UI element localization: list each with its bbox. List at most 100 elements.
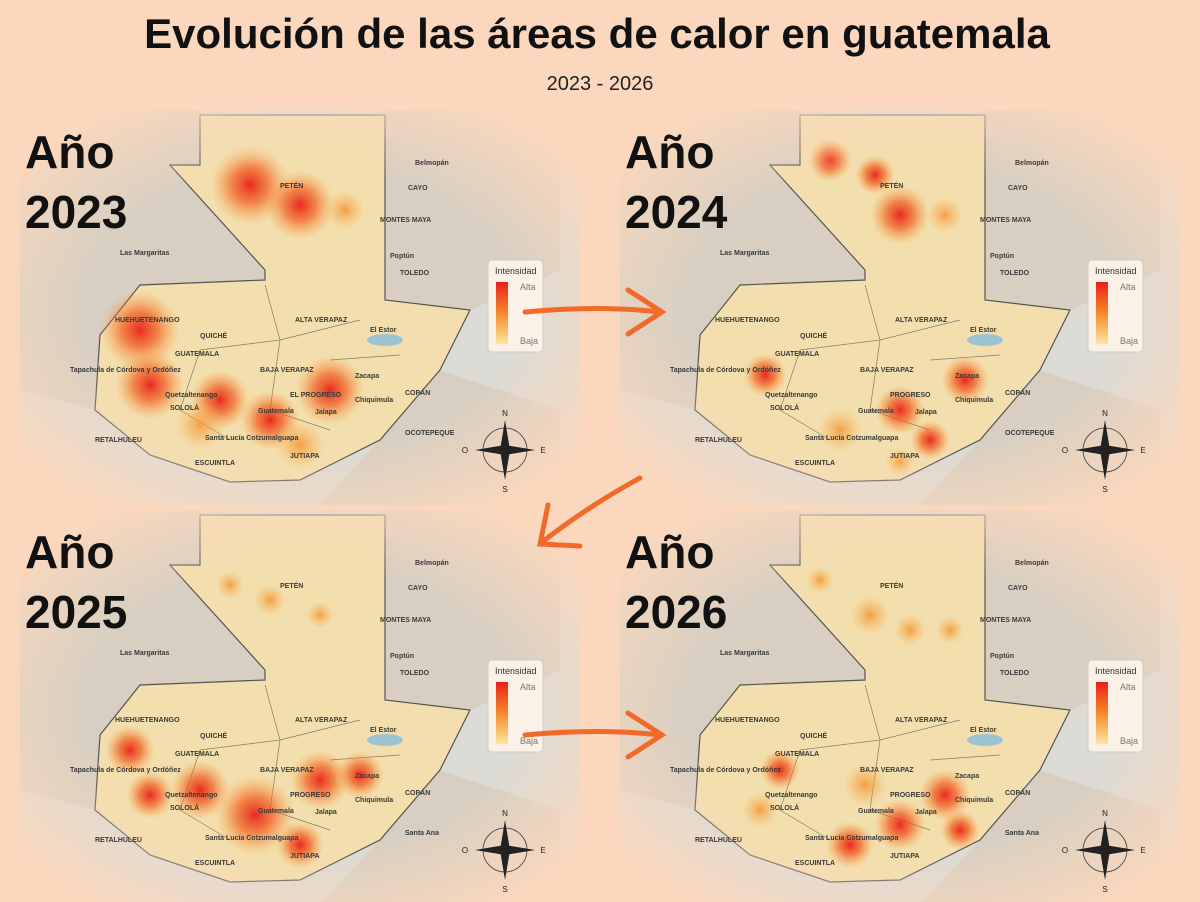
legend-high: Alta — [1120, 282, 1136, 292]
place-label: HUEHUETENANGO — [115, 717, 180, 724]
map-panel: PETÉN Belmopán CAYO MONTES MAYA Poptún TOLEDO… — [0, 110, 600, 510]
place-label: PROGRESO — [890, 392, 931, 399]
place-label: PROGRESO — [290, 792, 331, 799]
place-label: Poptún — [990, 253, 1014, 260]
place-label: BAJA VERAPAZ — [260, 367, 314, 374]
place-label: QUICHÉ — [200, 331, 228, 340]
legend-scale — [496, 282, 508, 344]
place-label: Zacapa — [355, 773, 379, 780]
arrow — [522, 287, 667, 337]
place-label: HUEHUETENANGO — [715, 317, 780, 324]
place-label: ALTA VERAPAZ — [895, 717, 948, 724]
map-panel: PETÉN Belmopán CAYO MONTES MAYA Poptún TOLEDO… — [0, 510, 600, 902]
place-label: TOLEDO — [1000, 670, 1030, 677]
place-label: ESCUINTLA — [795, 860, 835, 867]
legend-low: Baja — [1120, 736, 1138, 746]
place-label: Jalapa — [915, 809, 937, 816]
place-label: GUATEMALA — [175, 351, 219, 358]
place-label: RETALHULEU — [95, 837, 142, 844]
place-label: Jalapa — [315, 409, 337, 416]
year-word: Año — [625, 126, 714, 178]
place-label: BAJA VERAPAZ — [260, 767, 314, 774]
place-label: Guatemala — [858, 808, 894, 815]
place-label: SOLOLÁ — [770, 803, 799, 812]
place-label: TOLEDO — [400, 670, 430, 677]
place-label: Poptún — [390, 253, 414, 260]
place-label: Quetzaltenango — [765, 792, 818, 799]
place-label: Las Margaritas — [120, 650, 170, 657]
place-label: Zacapa — [955, 373, 979, 380]
place-label: PETÉN — [880, 581, 903, 590]
place-label: ALTA VERAPAZ — [895, 317, 948, 324]
compass-o: O — [1062, 846, 1068, 855]
place-label: Jalapa — [315, 809, 337, 816]
place-label: TOLEDO — [400, 270, 430, 277]
place-label: ALTA VERAPAZ — [295, 317, 348, 324]
place-label: Poptún — [390, 653, 414, 660]
place-label: MONTES MAYA — [380, 217, 431, 224]
legend-low: Baja — [1120, 336, 1138, 346]
legend-title: Intensidad — [1095, 266, 1137, 276]
legend-title: Intensidad — [495, 266, 537, 276]
place-label: El Estor — [370, 327, 397, 334]
place-label: Belmopán — [415, 160, 449, 167]
place-label: CAYO — [1008, 185, 1028, 192]
place-label: OCOTEPEQUE — [1005, 430, 1055, 437]
compass-e: E — [540, 446, 545, 455]
place-label: Guatemala — [258, 408, 294, 415]
year: 2023 — [25, 186, 127, 238]
place-label: Chiquimula — [355, 397, 393, 404]
place-label: COPÁN — [405, 788, 430, 797]
place-label: JUTIAPA — [890, 453, 919, 460]
arrow — [522, 710, 667, 760]
place-label: El Estor — [970, 727, 997, 734]
place-label: Santa Ana — [1005, 830, 1039, 837]
place-label: Santa Ana — [405, 830, 439, 837]
place-label: GUATEMALA — [775, 351, 819, 358]
place-label: BAJA VERAPAZ — [860, 367, 914, 374]
compass-s: S — [502, 885, 507, 894]
place-label: EL PROGRESO — [290, 392, 342, 399]
place-label: Tapachula de Córdova y Ordóñez — [670, 767, 781, 774]
compass-star — [1075, 820, 1135, 880]
place-label: PETÉN — [280, 581, 303, 590]
arrows — [522, 287, 667, 760]
place-label: PROGRESO — [890, 792, 931, 799]
panels: PETÉN Belmopán CAYO MONTES MAYA Poptún TOLEDO… — [0, 110, 1200, 902]
place-label: El Estor — [970, 327, 997, 334]
year: 2026 — [625, 586, 727, 638]
place-label: COPÁN — [1005, 388, 1030, 397]
place-label: Tapachula de Córdova y Ordóñez — [70, 767, 181, 774]
compass-s: S — [1102, 885, 1107, 894]
place-label: JUTIAPA — [890, 853, 919, 860]
place-label: Santa Lucía Cotzumalguapa — [205, 435, 298, 442]
place-label: Zacapa — [955, 773, 979, 780]
legend-scale — [1096, 282, 1108, 344]
place-label: ESCUINTLA — [195, 860, 235, 867]
legend-title: Intensidad — [495, 666, 537, 676]
place-label: ESCUINTLA — [195, 460, 235, 467]
compass-star — [1075, 420, 1135, 480]
compass-s: S — [502, 485, 507, 494]
place-label: Poptún — [990, 653, 1014, 660]
place-label: QUICHÉ — [800, 731, 828, 740]
place-label: TOLEDO — [1000, 270, 1030, 277]
place-label: Santa Lucía Cotzumalguapa — [805, 835, 898, 842]
place-label: COPÁN — [405, 388, 430, 397]
legend-scale — [496, 682, 508, 744]
compass-star — [475, 820, 535, 880]
place-label: Chiquimula — [355, 797, 393, 804]
place-label: Las Margaritas — [720, 250, 770, 257]
place-label: OCOTEPEQUE — [405, 430, 455, 437]
place-label: GUATEMALA — [175, 751, 219, 758]
place-label: COPÁN — [1005, 788, 1030, 797]
place-label: GUATEMALA — [775, 751, 819, 758]
legend-high: Alta — [1120, 682, 1136, 692]
place-label: JUTIAPA — [290, 453, 319, 460]
place-label: SOLOLÁ — [170, 803, 199, 812]
compass-e: E — [1140, 446, 1145, 455]
place-label: Guatemala — [858, 408, 894, 415]
year-word: Año — [25, 526, 114, 578]
place-label: Quetzaltenango — [765, 392, 818, 399]
